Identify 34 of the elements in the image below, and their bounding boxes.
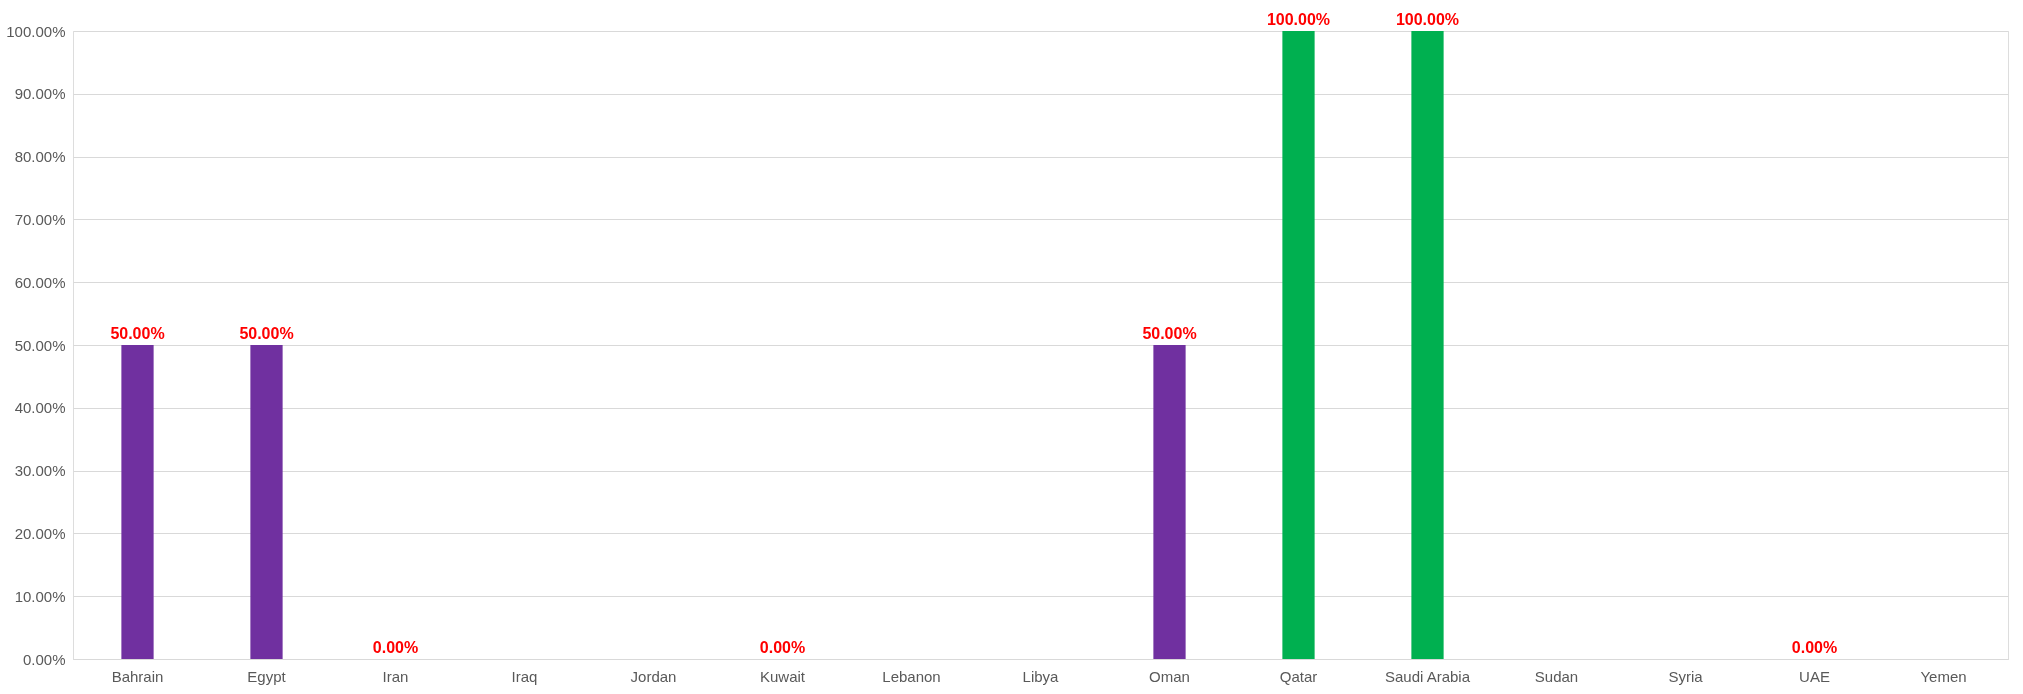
y-tick-label: 0.00%: [22, 650, 66, 668]
x-tick-label: Sudan: [1534, 667, 1579, 685]
data-label: 50.00%: [1142, 325, 1197, 342]
data-label: 50.00%: [110, 325, 165, 342]
x-tick-label: Lebanon: [882, 667, 941, 685]
data-label: 50.00%: [239, 325, 294, 342]
x-tick-label: Syria: [1668, 667, 1704, 685]
y-tick-label: 50.00%: [14, 336, 66, 354]
x-tick-label: Saudi Arabia: [1384, 667, 1471, 685]
x-tick-label: Iran: [382, 667, 409, 685]
data-label: 0.00%: [372, 639, 419, 656]
y-tick-label: 90.00%: [14, 85, 66, 103]
y-tick-label: 60.00%: [14, 273, 66, 291]
y-tick-label: 20.00%: [14, 524, 66, 542]
x-tick-label: Qatar: [1279, 667, 1318, 685]
x-tick-label: Jordan: [630, 667, 677, 685]
y-tick-label: 70.00%: [14, 210, 66, 228]
x-tick-label: Libya: [1022, 667, 1060, 685]
x-tick-label: Yemen: [1920, 667, 1967, 685]
y-tick-label: 80.00%: [14, 148, 66, 166]
y-tick-label: 30.00%: [14, 462, 66, 480]
x-tick-label: Oman: [1149, 667, 1190, 685]
x-tick-label: Kuwait: [759, 667, 806, 685]
data-label: 0.00%: [759, 639, 806, 656]
x-tick-label: UAE: [1799, 667, 1830, 685]
data-label: 100.00%: [1395, 11, 1460, 28]
data-label: 0.00%: [1791, 639, 1838, 656]
x-tick-label: Iraq: [511, 667, 538, 685]
y-tick-label: 100.00%: [6, 22, 66, 40]
x-tick-label: Egypt: [247, 667, 287, 685]
y-tick-label: 10.00%: [14, 587, 66, 605]
y-tick-label: 40.00%: [14, 399, 66, 417]
data-label: 100.00%: [1266, 11, 1331, 28]
x-tick-label: Bahrain: [111, 667, 164, 685]
